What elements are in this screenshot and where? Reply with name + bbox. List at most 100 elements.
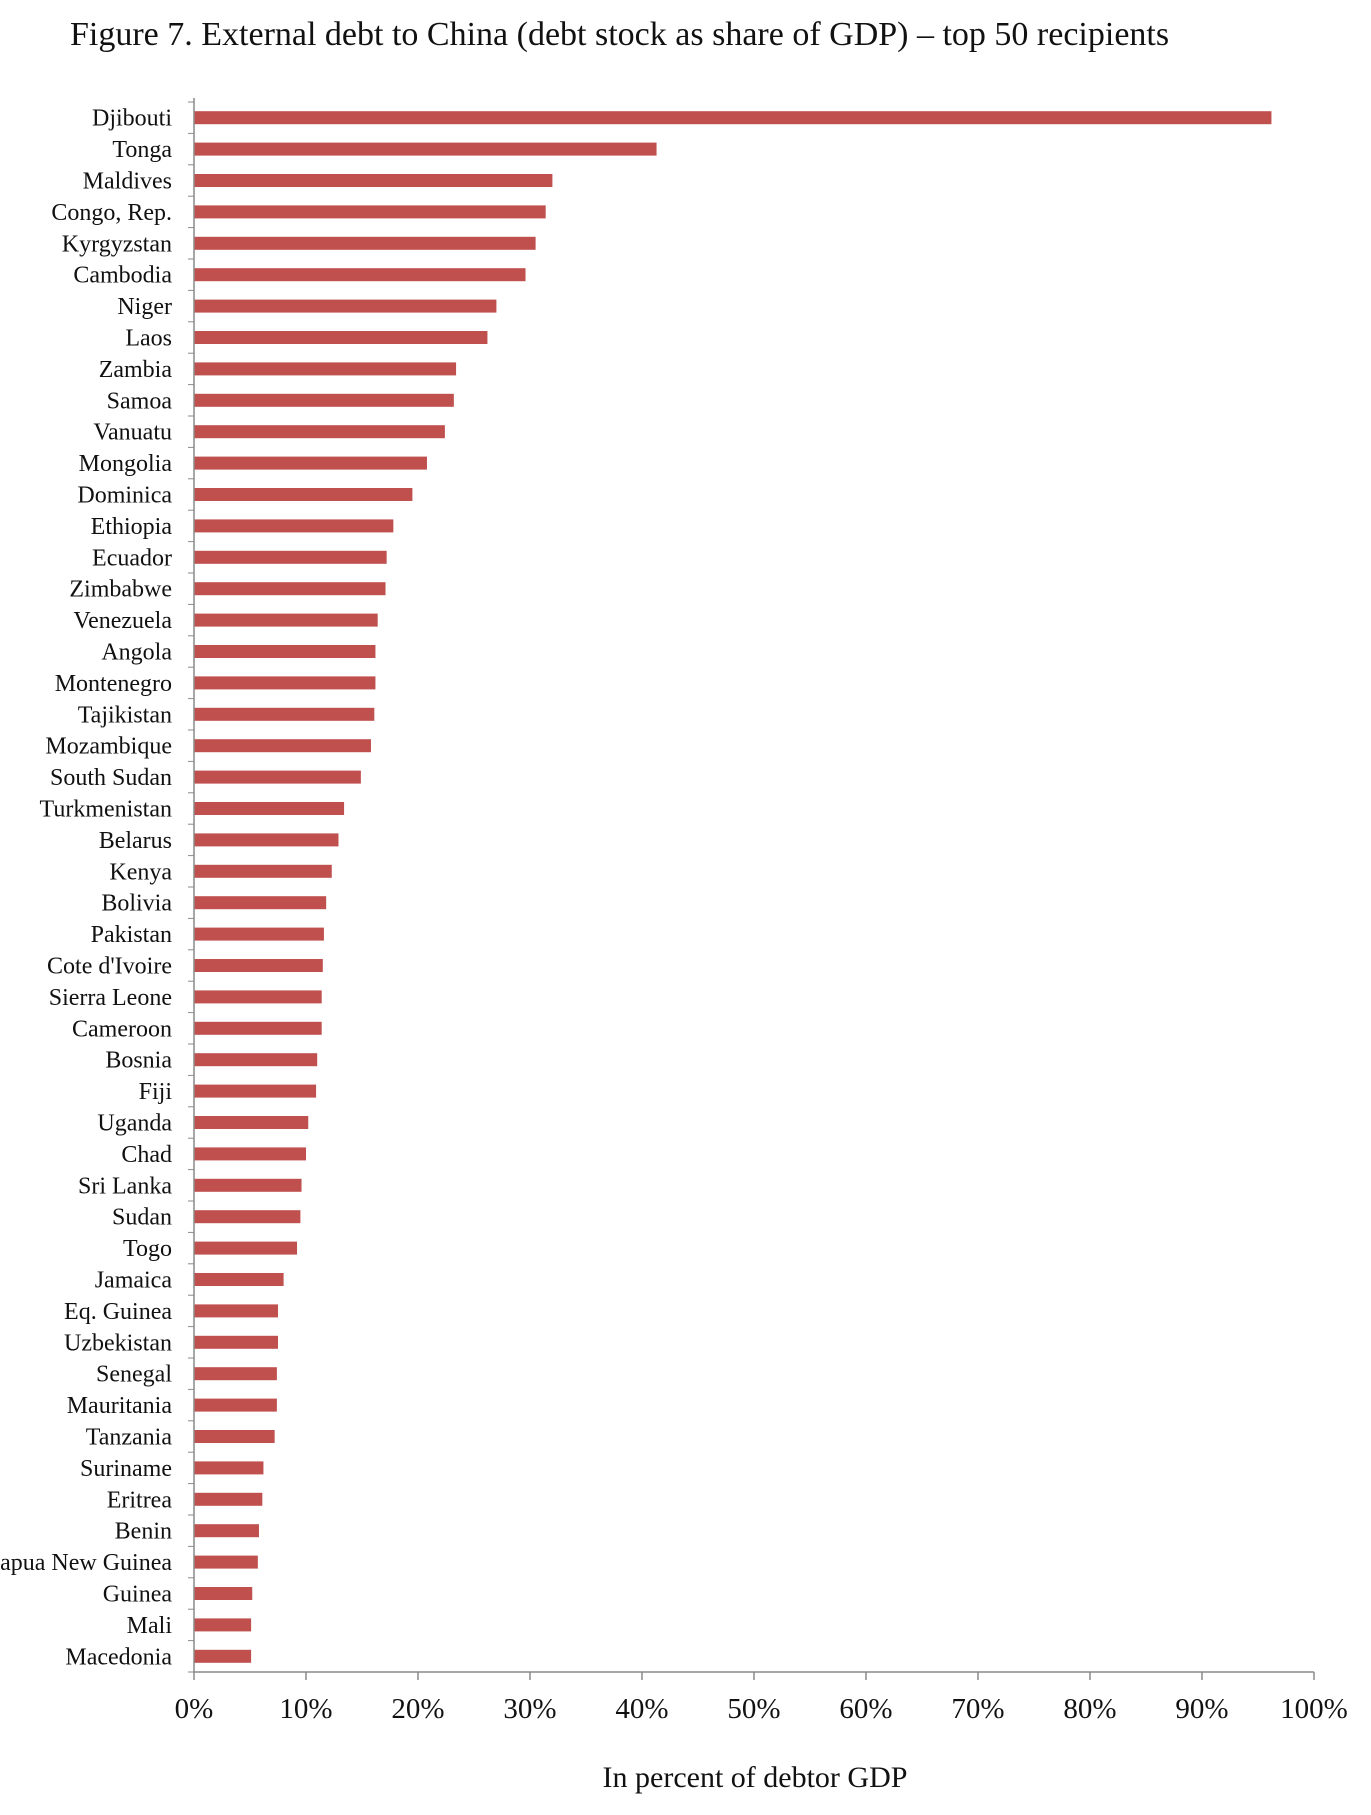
- category-label: Fiji: [139, 1079, 173, 1105]
- bar: [194, 236, 536, 250]
- bar: [194, 582, 386, 596]
- category-label: Cambodia: [73, 263, 172, 289]
- category-label: Congo, Rep.: [51, 200, 172, 226]
- bar: [194, 550, 387, 564]
- bar: [194, 142, 657, 156]
- category-label: Vanuatu: [93, 420, 172, 446]
- category-label: Papua New Guinea: [0, 1550, 172, 1576]
- category-label: Mozambique: [45, 734, 172, 760]
- bar: [194, 1649, 252, 1663]
- x-tick-label: 40%: [615, 1693, 668, 1725]
- category-label: Ethiopia: [91, 514, 173, 540]
- category-label: Senegal: [96, 1362, 172, 1388]
- category-label: Zimbabwe: [69, 577, 172, 603]
- category-label: Suriname: [80, 1456, 172, 1482]
- category-label: Jamaica: [95, 1268, 173, 1294]
- category-label: Sudan: [112, 1205, 172, 1231]
- category-label: Mali: [127, 1613, 173, 1639]
- category-label: Kenya: [109, 859, 172, 885]
- category-label: Venezuela: [73, 608, 172, 634]
- bar: [194, 739, 371, 753]
- category-label: Laos: [125, 326, 172, 352]
- category-label: Togo: [123, 1236, 172, 1262]
- bar: [194, 331, 488, 344]
- bar: [194, 1430, 275, 1443]
- bar: [194, 1053, 318, 1067]
- category-label: Tajikistan: [78, 702, 172, 728]
- category-label: Belarus: [99, 828, 172, 854]
- category-label: Djibouti: [92, 106, 172, 132]
- bar: [194, 1335, 278, 1349]
- bar: [194, 111, 1272, 125]
- category-label: Eritrea: [107, 1487, 173, 1513]
- x-axis-title: In percent of debtor GDP: [603, 1761, 908, 1794]
- category-label: Montenegro: [55, 671, 172, 697]
- bar: [194, 802, 345, 815]
- category-label: Maldives: [83, 169, 172, 195]
- bar: [194, 1398, 277, 1412]
- bar: [194, 927, 324, 941]
- category-label: Guinea: [103, 1582, 173, 1608]
- category-label: Cameroon: [72, 1016, 172, 1042]
- category-label: Eq. Guinea: [64, 1299, 172, 1325]
- bar: [194, 1555, 258, 1569]
- bar: [194, 959, 323, 972]
- x-tick-label: 80%: [1063, 1693, 1116, 1725]
- category-label: Uganda: [97, 1111, 172, 1137]
- bar: [194, 1587, 253, 1600]
- bar: [194, 645, 376, 658]
- bar: [194, 1492, 263, 1506]
- x-tick-label: 20%: [391, 1693, 444, 1725]
- category-label: Chad: [121, 1142, 172, 1168]
- bar: [194, 1147, 306, 1161]
- bar: [194, 519, 394, 533]
- bar: [194, 707, 375, 721]
- bar: [194, 362, 457, 376]
- x-tick-label: 0%: [175, 1693, 214, 1725]
- x-tick-label: 70%: [951, 1693, 1004, 1725]
- x-tick-label: 100%: [1280, 1693, 1348, 1725]
- bars-group: [194, 111, 1272, 1663]
- bar: [194, 1367, 277, 1381]
- bar: [194, 1273, 284, 1286]
- category-label: Benin: [115, 1519, 172, 1545]
- bar: [194, 864, 332, 878]
- category-label: Pakistan: [91, 922, 172, 948]
- bar: [194, 393, 454, 407]
- category-label: Dominica: [77, 483, 172, 509]
- category-label: Ecuador: [92, 545, 172, 571]
- category-label: Kyrgyzstan: [62, 231, 172, 257]
- bar: [194, 456, 427, 470]
- bar: [194, 205, 546, 219]
- bar: [194, 299, 497, 313]
- category-label: Macedonia: [65, 1644, 172, 1670]
- category-label: Cote d'Ivoire: [47, 954, 172, 980]
- chart-title: Figure 7. External debt to China (debt s…: [70, 16, 1170, 53]
- bar: [194, 488, 413, 501]
- bar: [194, 425, 445, 439]
- category-label: Bosnia: [105, 1048, 172, 1074]
- bar: [194, 1084, 317, 1098]
- category-label: Niger: [117, 294, 172, 320]
- bar: [194, 268, 526, 282]
- category-label: Tonga: [112, 137, 172, 163]
- x-tick-label: 50%: [727, 1693, 780, 1725]
- bar: [194, 1461, 264, 1475]
- category-label: South Sudan: [50, 765, 172, 791]
- category-label: Angola: [101, 640, 172, 666]
- bar: [194, 1021, 322, 1035]
- x-tick-label: 60%: [839, 1693, 892, 1725]
- category-label: Mauritania: [67, 1393, 173, 1419]
- category-label: Tanzania: [86, 1425, 173, 1451]
- bar: [194, 896, 327, 910]
- category-label: Sierra Leone: [49, 985, 172, 1011]
- category-label: Uzbekistan: [64, 1330, 172, 1356]
- category-label: Mongolia: [79, 451, 173, 477]
- bar: [194, 770, 361, 784]
- bar: [194, 676, 376, 690]
- bar: [194, 833, 339, 847]
- x-tick-label: 90%: [1175, 1693, 1228, 1725]
- bar: [194, 1116, 309, 1129]
- category-label: Turkmenistan: [40, 797, 172, 823]
